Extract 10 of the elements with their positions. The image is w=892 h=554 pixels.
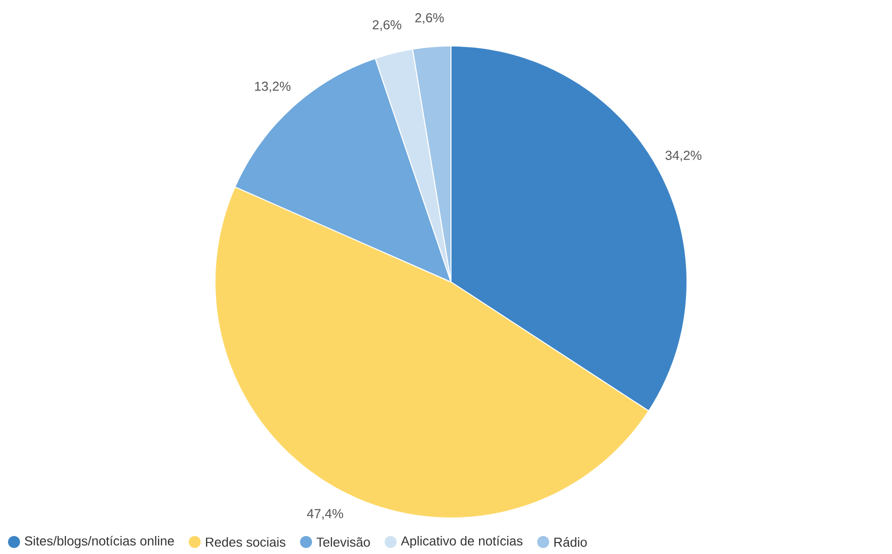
data-label: 47,4% <box>306 509 344 520</box>
data-label: 2,6% <box>372 20 402 31</box>
data-label: 2,6% <box>415 13 444 24</box>
data-label: 13,2% <box>255 82 290 92</box>
legend-label: Televisão <box>316 537 370 547</box>
data-label: 34,2% <box>665 150 702 162</box>
legend-label: Sites/blogs/notícias online <box>24 536 174 548</box>
legend-label: Redes sociais <box>206 537 286 547</box>
legend-label: Aplicativo de notícias <box>400 536 522 548</box>
legend-label: Rádio <box>554 537 587 547</box>
